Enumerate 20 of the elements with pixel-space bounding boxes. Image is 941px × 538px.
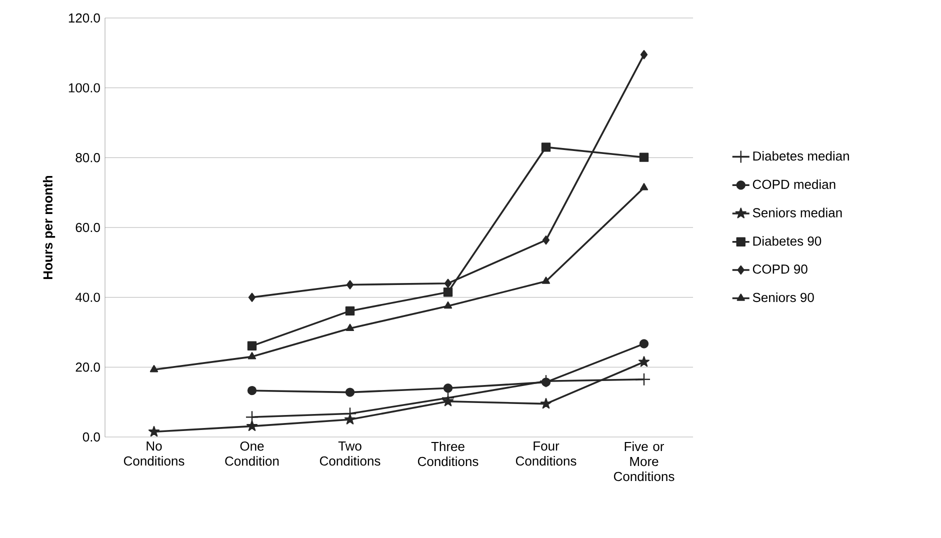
legend-label: COPD median [752,179,836,189]
y-tick-label: 40.0 [75,292,100,302]
x-tick-label: No Conditions [124,442,184,466]
y-axis-title: Hours per month [42,176,56,279]
y-tick-label: 100.0 [68,83,100,92]
y-tick-label: 60.0 [76,222,100,232]
y-tick-label: 20.0 [76,362,100,372]
y-tick-label: 0.0 [82,432,100,442]
x-tick-label: Two Conditions [320,442,380,466]
legend-label: Diabetes median [753,151,849,161]
y-tick-label: 120.0 [68,13,100,23]
legend-label: COPD 90 [752,264,808,274]
legend-label: Diabetes 90 [753,236,822,246]
x-tick-label: Three Conditions [418,442,478,466]
legend-label: Seniors 90 [752,292,814,302]
y-tick-label: 80.0 [76,153,100,162]
legend-label: Seniors median [752,208,842,218]
x-tick-label: Four Conditions [516,442,576,466]
x-tick-label: Five or More Conditions [614,442,674,482]
x-tick-label: One Condition [225,442,279,466]
